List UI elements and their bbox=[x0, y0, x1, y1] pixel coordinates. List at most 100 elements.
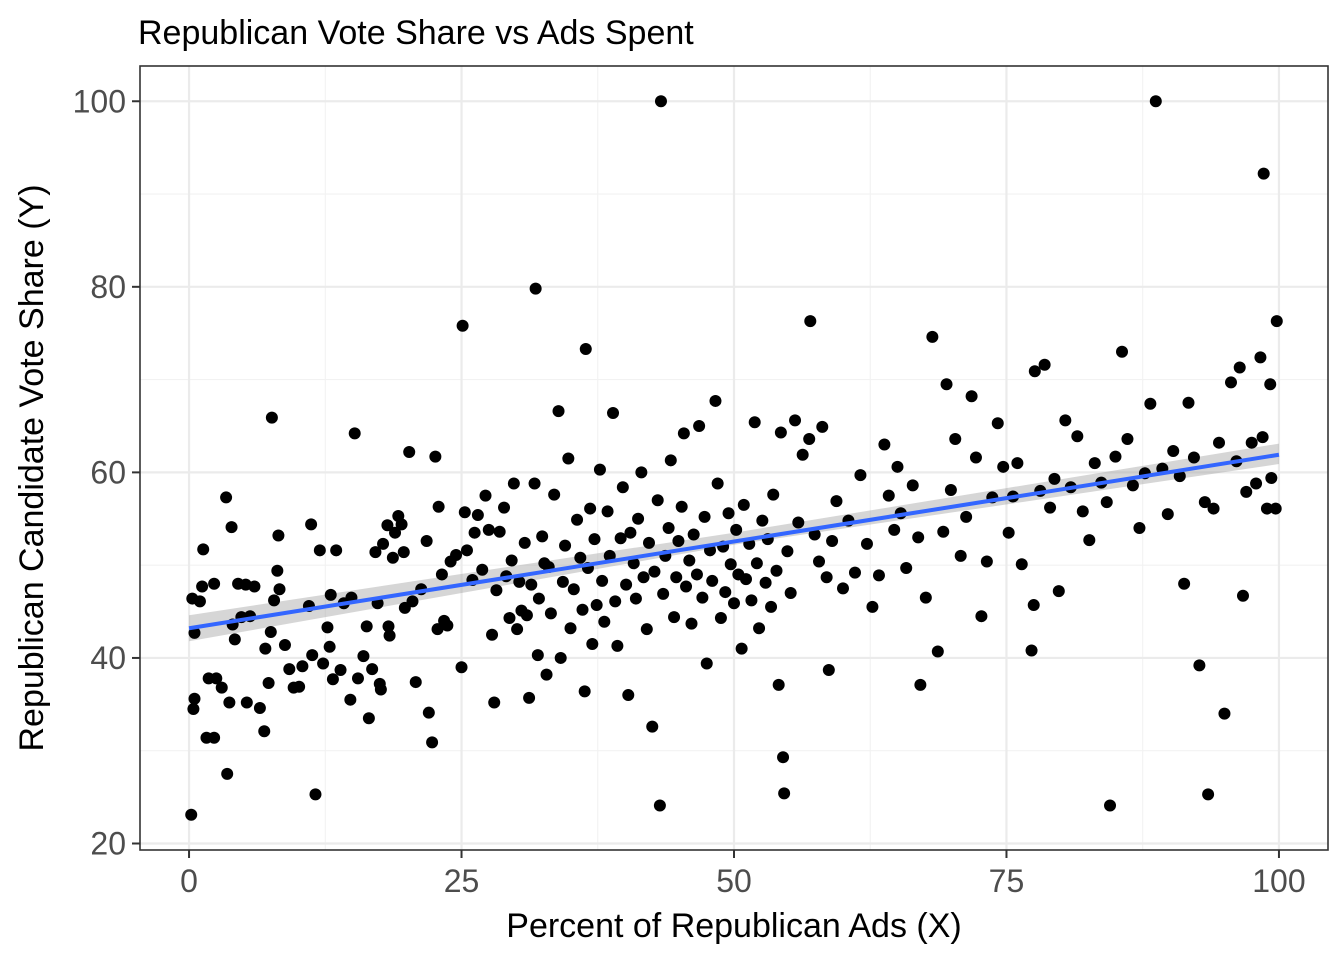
data-point bbox=[789, 414, 802, 427]
data-point bbox=[872, 569, 885, 582]
data-point bbox=[1109, 450, 1122, 463]
data-point bbox=[576, 603, 589, 616]
data-point bbox=[326, 673, 339, 686]
data-point bbox=[1071, 430, 1084, 443]
data-point bbox=[991, 417, 1004, 430]
data-point bbox=[796, 448, 809, 461]
data-point bbox=[860, 537, 873, 550]
data-point bbox=[813, 555, 826, 568]
data-point bbox=[486, 628, 499, 641]
data-point bbox=[1256, 431, 1269, 444]
data-point bbox=[406, 595, 419, 608]
data-point bbox=[784, 586, 797, 599]
data-point bbox=[601, 505, 614, 518]
data-point bbox=[1254, 351, 1267, 364]
x-axis-title: Percent of Republican Ads (X) bbox=[506, 907, 961, 945]
data-point bbox=[808, 528, 821, 541]
data-point bbox=[1027, 599, 1040, 612]
data-point bbox=[700, 657, 713, 670]
data-point bbox=[1265, 471, 1278, 484]
data-point bbox=[450, 548, 463, 561]
data-point bbox=[265, 411, 278, 424]
data-point bbox=[193, 595, 206, 608]
data-point bbox=[866, 600, 879, 613]
data-point bbox=[360, 620, 373, 633]
data-point bbox=[598, 615, 611, 628]
data-point bbox=[1173, 470, 1186, 483]
data-point bbox=[323, 640, 336, 653]
data-point bbox=[377, 537, 390, 550]
data-point bbox=[772, 678, 785, 691]
data-point bbox=[460, 544, 473, 557]
data-point bbox=[278, 638, 291, 651]
data-point bbox=[748, 416, 761, 429]
data-point bbox=[677, 427, 690, 440]
data-point bbox=[330, 544, 343, 557]
data-point bbox=[668, 611, 681, 624]
data-point bbox=[1167, 445, 1180, 458]
data-point bbox=[1257, 167, 1270, 180]
data-point bbox=[954, 549, 967, 562]
data-point bbox=[944, 484, 957, 497]
data-point bbox=[590, 599, 603, 612]
chart-title: Republican Vote Share vs Ads Spent bbox=[138, 14, 694, 52]
data-point bbox=[185, 808, 198, 821]
data-point bbox=[403, 445, 416, 458]
data-point bbox=[321, 621, 334, 634]
data-point bbox=[389, 526, 402, 539]
data-point bbox=[975, 610, 988, 623]
data-point bbox=[317, 657, 330, 670]
data-point bbox=[479, 489, 492, 502]
data-points bbox=[185, 95, 1283, 821]
data-point bbox=[803, 432, 816, 445]
data-point bbox=[672, 535, 685, 548]
data-point bbox=[536, 530, 549, 543]
y-tick-label: 80 bbox=[90, 269, 126, 305]
data-point bbox=[420, 535, 433, 548]
data-point bbox=[696, 591, 709, 604]
data-point bbox=[848, 566, 861, 579]
data-point bbox=[997, 460, 1010, 473]
data-point bbox=[767, 488, 780, 501]
data-point bbox=[344, 693, 357, 706]
data-point bbox=[382, 620, 395, 633]
data-point bbox=[409, 676, 422, 689]
data-point bbox=[1270, 315, 1283, 328]
data-point bbox=[187, 702, 200, 715]
data-point bbox=[940, 378, 953, 391]
data-point bbox=[777, 751, 790, 764]
grid bbox=[140, 66, 1328, 850]
data-point bbox=[1028, 365, 1041, 378]
x-tick-label: 75 bbox=[989, 863, 1025, 899]
data-point bbox=[687, 528, 700, 541]
data-point bbox=[1260, 502, 1273, 515]
data-point bbox=[513, 575, 526, 588]
data-point bbox=[432, 500, 445, 513]
data-point bbox=[960, 510, 973, 523]
data-point bbox=[722, 507, 735, 520]
y-tick-label: 20 bbox=[90, 826, 126, 862]
data-point bbox=[728, 597, 740, 610]
data-point bbox=[1161, 508, 1174, 521]
data-point bbox=[616, 481, 629, 494]
data-point bbox=[208, 731, 221, 744]
data-point bbox=[648, 565, 661, 578]
data-point bbox=[488, 696, 501, 709]
data-point bbox=[640, 623, 653, 636]
data-point bbox=[651, 494, 664, 507]
data-point bbox=[635, 466, 648, 479]
data-point bbox=[259, 642, 272, 655]
x-tick-label: 0 bbox=[180, 863, 198, 899]
data-point bbox=[822, 664, 835, 677]
data-point bbox=[657, 587, 670, 600]
data-point bbox=[520, 609, 533, 622]
data-point bbox=[271, 564, 284, 577]
data-point bbox=[888, 523, 901, 536]
data-point bbox=[426, 736, 439, 749]
data-point bbox=[313, 544, 326, 557]
data-point bbox=[607, 407, 620, 420]
data-point bbox=[690, 568, 703, 581]
data-point bbox=[571, 513, 584, 526]
data-point bbox=[482, 523, 495, 536]
data-point bbox=[525, 578, 538, 591]
